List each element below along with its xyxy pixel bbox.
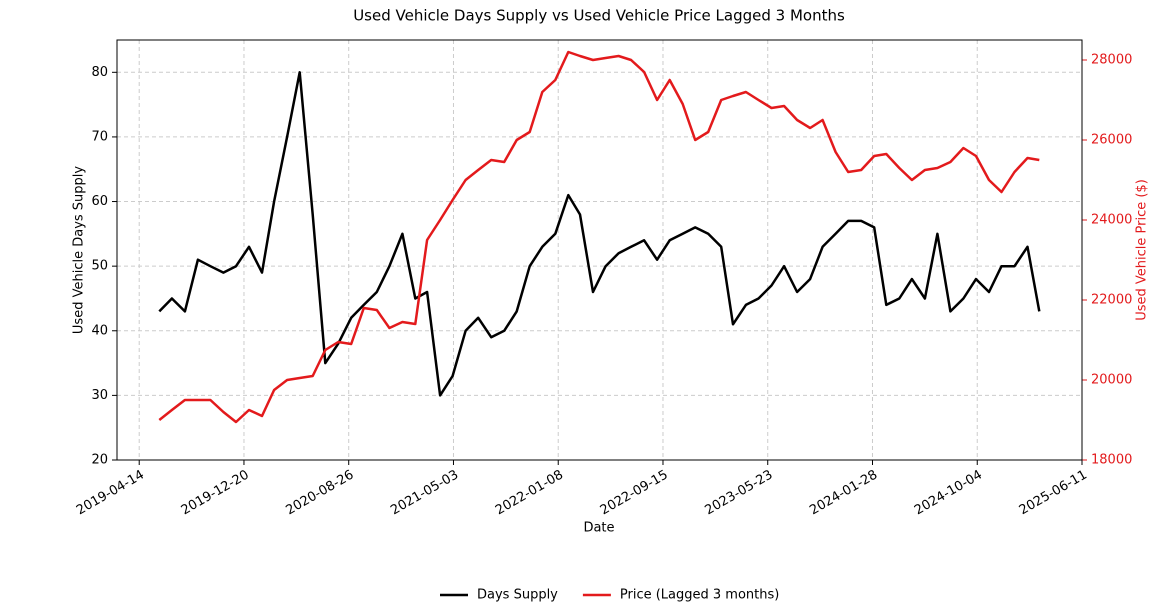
x-tick-label: 2024-01-28 bbox=[807, 468, 880, 519]
series-line bbox=[158, 50, 1040, 424]
y2-tick-label: 24000 bbox=[1091, 213, 1132, 228]
y2-axis-label: Used Vehicle Price ($) bbox=[1135, 179, 1150, 321]
legend-label: Days Supply bbox=[477, 588, 558, 603]
x-tick-label: 2025-06-11 bbox=[1017, 468, 1090, 519]
y2-tick-label: 22000 bbox=[1091, 293, 1132, 308]
x-axis-label: Date bbox=[583, 521, 614, 536]
y-tick-label: 40 bbox=[91, 323, 108, 338]
x-tick-label: 2019-04-14 bbox=[74, 468, 147, 519]
y2-tick-label: 26000 bbox=[1091, 133, 1132, 148]
y2-tick-label: 28000 bbox=[1091, 53, 1132, 68]
x-tick-label: 2022-01-08 bbox=[493, 468, 566, 519]
x-tick-label: 2021-05-03 bbox=[388, 468, 461, 519]
series-line bbox=[158, 71, 1041, 397]
x-tick-label: 2024-10-04 bbox=[912, 468, 985, 519]
y-tick-label: 30 bbox=[91, 388, 108, 403]
y-tick-label: 60 bbox=[91, 194, 108, 209]
x-tick-label: 2019-12-20 bbox=[179, 468, 252, 519]
y-tick-label: 80 bbox=[91, 65, 108, 80]
y-tick-label: 20 bbox=[91, 453, 108, 468]
chart-title: Used Vehicle Days Supply vs Used Vehicle… bbox=[353, 7, 845, 25]
legend-label: Price (Lagged 3 months) bbox=[620, 588, 779, 603]
plot-frame bbox=[116, 39, 1083, 461]
y2-tick-label: 20000 bbox=[1091, 373, 1132, 388]
y-tick-label: 70 bbox=[91, 129, 108, 144]
y-tick-label: 50 bbox=[91, 259, 108, 274]
x-tick-label: 2022-09-15 bbox=[598, 468, 671, 519]
x-tick-label: 2020-08-26 bbox=[284, 468, 357, 519]
x-tick-label: 2023-05-23 bbox=[703, 468, 776, 519]
y-axis-label: Used Vehicle Days Supply bbox=[72, 166, 87, 334]
y2-tick-label: 18000 bbox=[1091, 453, 1132, 468]
